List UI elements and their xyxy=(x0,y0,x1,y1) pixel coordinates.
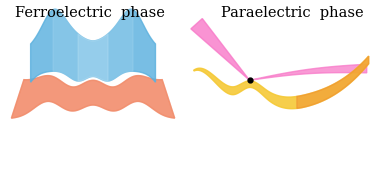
Polygon shape xyxy=(191,19,249,80)
Text: Paraelectric  phase: Paraelectric phase xyxy=(220,6,363,20)
Text: Ferroelectric  phase: Ferroelectric phase xyxy=(15,6,165,20)
Polygon shape xyxy=(78,34,108,81)
Polygon shape xyxy=(11,76,175,118)
Polygon shape xyxy=(31,9,155,82)
Polygon shape xyxy=(11,76,175,118)
Polygon shape xyxy=(297,56,369,108)
Polygon shape xyxy=(53,9,133,81)
Polygon shape xyxy=(194,56,369,109)
Polygon shape xyxy=(249,64,367,80)
